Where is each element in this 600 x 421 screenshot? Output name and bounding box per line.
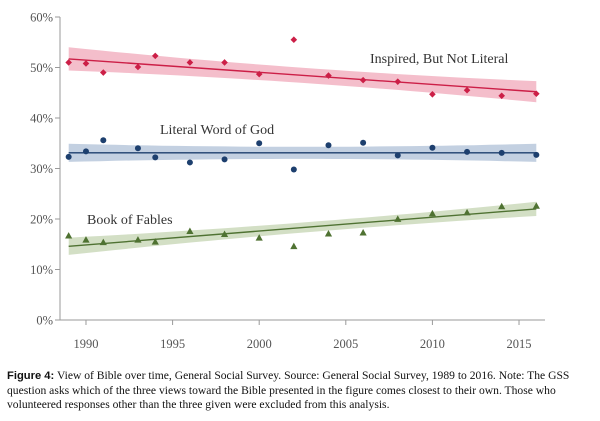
y-tick-label: 30% <box>30 162 53 176</box>
data-point <box>82 60 90 67</box>
series-label: Inspired, But Not Literal <box>370 52 509 67</box>
data-point <box>428 209 437 217</box>
data-point <box>134 63 142 71</box>
data-point <box>186 227 194 234</box>
data-point <box>256 140 263 147</box>
figure-caption: Figure 4: View of Bible over time, Gener… <box>7 369 597 413</box>
data-point <box>325 72 332 79</box>
data-point <box>533 151 540 158</box>
series-labels: Inspired, But Not Literal Literal Word of… <box>87 52 509 228</box>
data-point <box>220 230 229 238</box>
data-points <box>65 36 540 250</box>
data-point <box>359 76 367 84</box>
data-point <box>359 229 367 236</box>
confidence-band <box>68 201 537 255</box>
fit-lines <box>68 58 537 247</box>
data-point <box>394 152 401 159</box>
series-label: Literal Word of God <box>160 123 274 138</box>
data-point <box>290 166 297 173</box>
data-point <box>498 149 505 156</box>
data-point <box>324 230 333 237</box>
data-point <box>463 86 471 94</box>
data-point <box>290 36 298 44</box>
x-tick-label: 1995 <box>160 337 185 351</box>
data-point <box>221 156 228 163</box>
fit-line <box>68 208 537 247</box>
data-point <box>186 59 194 66</box>
data-point <box>186 159 193 166</box>
data-point <box>99 238 107 246</box>
data-point <box>134 145 141 152</box>
caption-text: View of Bible over time, General Social … <box>7 369 570 411</box>
x-tick-label: 2010 <box>420 337 445 351</box>
data-point <box>65 59 72 66</box>
data-point <box>394 215 402 222</box>
data-point <box>429 144 436 151</box>
data-point <box>65 153 72 160</box>
x-tick-label: 2005 <box>333 337 358 351</box>
data-point <box>221 59 228 66</box>
chart: 0% 10% 20% 30% 40% 50% 60% 1990 1995 2000 2005 2010… <box>30 11 545 351</box>
data-point <box>464 148 471 155</box>
data-point <box>82 236 90 243</box>
data-point <box>532 202 540 209</box>
data-point <box>255 234 263 241</box>
y-tick-label: 10% <box>30 263 53 277</box>
axes: 0% 10% 20% 30% 40% 50% 60% 1990 1995 2000 2005 2010… <box>30 11 545 351</box>
x-tick-label: 2000 <box>247 337 272 351</box>
y-tick-label: 0% <box>36 314 53 328</box>
x-tick-label: 1990 <box>73 337 98 351</box>
data-point <box>429 90 436 98</box>
caption-label: Figure 4: <box>7 370 55 382</box>
data-point <box>82 148 89 155</box>
data-point <box>498 92 505 100</box>
data-point <box>360 139 367 146</box>
data-point <box>394 78 402 85</box>
data-point <box>152 154 159 161</box>
fit-line <box>68 58 537 93</box>
data-point <box>533 90 540 98</box>
data-point <box>463 208 471 216</box>
series-label: Book of Fables <box>87 213 173 228</box>
data-point <box>100 69 107 76</box>
y-tick-label: 60% <box>30 11 53 25</box>
data-point <box>151 238 159 245</box>
data-point <box>498 202 506 210</box>
y-tick-label: 50% <box>30 61 53 75</box>
data-point <box>151 52 159 60</box>
x-tick-label: 2015 <box>507 337 532 351</box>
y-tick-label: 40% <box>30 112 53 126</box>
data-point <box>134 236 142 243</box>
data-point <box>255 70 263 78</box>
data-point <box>290 242 298 250</box>
y-tick-label: 20% <box>30 213 53 227</box>
data-point <box>100 137 107 144</box>
data-point <box>65 232 73 239</box>
data-point <box>325 142 332 149</box>
